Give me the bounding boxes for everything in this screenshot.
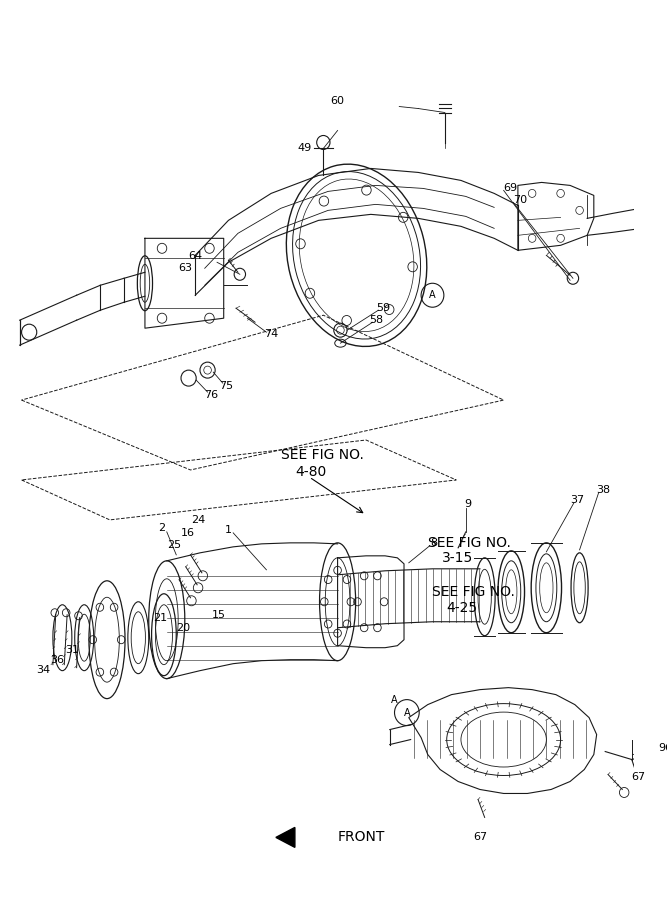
Text: 38: 38	[596, 485, 610, 495]
Text: 21: 21	[153, 613, 167, 623]
Text: 69: 69	[503, 184, 518, 194]
Text: 67: 67	[632, 772, 646, 782]
Text: 58: 58	[370, 315, 384, 325]
Text: A: A	[404, 707, 410, 717]
Text: 60: 60	[331, 95, 345, 105]
Text: 49: 49	[297, 143, 311, 154]
Text: FRONT: FRONT	[338, 831, 385, 844]
Text: 96: 96	[658, 742, 667, 752]
Text: 20: 20	[176, 623, 190, 633]
Text: 76: 76	[204, 390, 218, 400]
Text: 31: 31	[65, 644, 79, 654]
Text: 59: 59	[376, 303, 390, 313]
Text: A: A	[392, 695, 398, 705]
Text: 15: 15	[212, 609, 226, 620]
Text: 4-25: 4-25	[447, 601, 478, 615]
Text: 63: 63	[179, 264, 193, 274]
Text: 16: 16	[181, 528, 195, 538]
Text: 25: 25	[167, 540, 181, 550]
Text: 75: 75	[219, 381, 233, 392]
Text: 24: 24	[191, 515, 205, 525]
Text: SEE FIG NO.: SEE FIG NO.	[432, 585, 516, 598]
Text: 4-80: 4-80	[295, 465, 326, 479]
Text: 36: 36	[51, 654, 65, 665]
Text: 9: 9	[464, 499, 471, 508]
Text: SEE FIG NO.: SEE FIG NO.	[428, 536, 511, 550]
Text: 2: 2	[159, 523, 165, 533]
Text: 34: 34	[36, 665, 51, 675]
Text: 37: 37	[570, 495, 585, 505]
Text: SEE FIG NO.: SEE FIG NO.	[281, 448, 364, 462]
Text: 8: 8	[430, 538, 437, 548]
Polygon shape	[276, 827, 295, 848]
Text: 64: 64	[188, 251, 202, 261]
Text: A: A	[429, 290, 436, 301]
Text: 3-15: 3-15	[442, 551, 473, 565]
Text: 74: 74	[264, 329, 278, 339]
Text: 67: 67	[473, 832, 487, 842]
Text: 1: 1	[225, 525, 232, 535]
Text: 70: 70	[513, 195, 527, 205]
